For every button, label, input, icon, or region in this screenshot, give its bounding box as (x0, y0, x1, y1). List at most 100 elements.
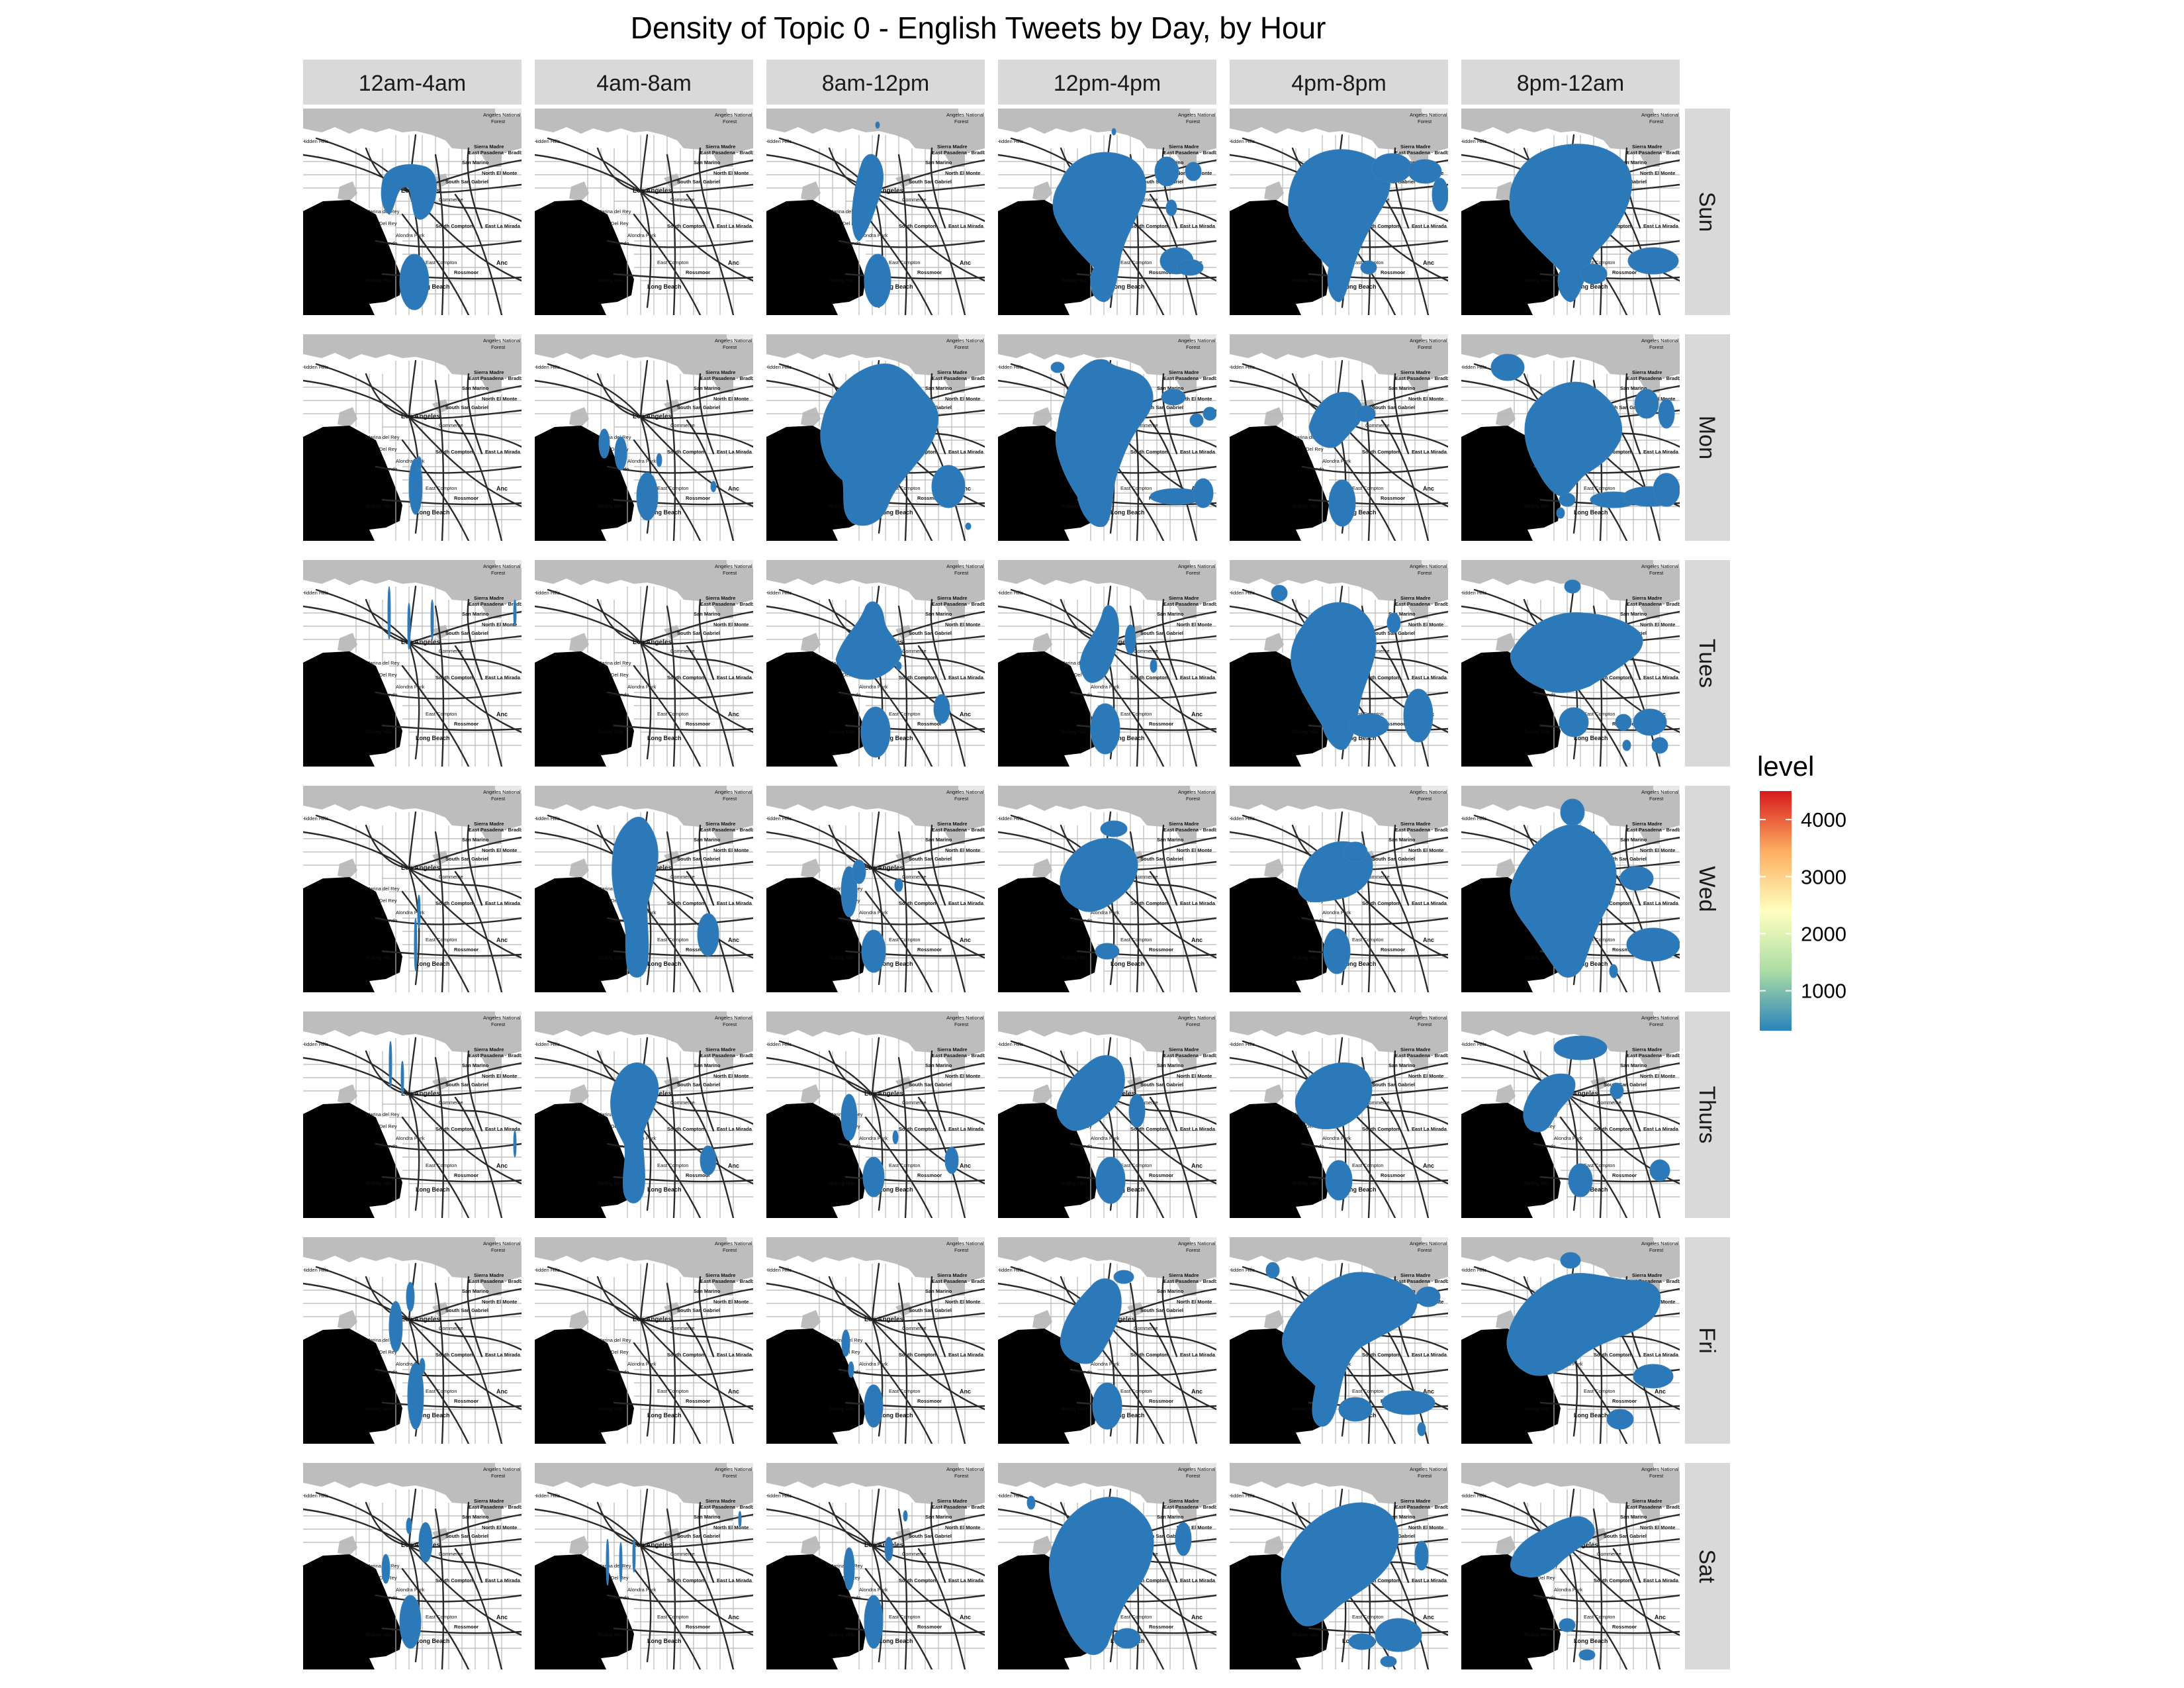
density-region (1100, 820, 1128, 837)
density-region (606, 1538, 610, 1586)
density-region (1150, 659, 1158, 673)
density-region (1338, 1397, 1373, 1422)
density-region (1619, 866, 1654, 891)
density-region (851, 154, 884, 242)
density-region (1651, 737, 1668, 754)
density-region (1056, 1055, 1125, 1131)
base-map (1461, 1463, 1680, 1669)
density-region (1556, 507, 1565, 519)
density-region (1049, 1496, 1154, 1655)
density-region (656, 453, 662, 467)
density-region (848, 1361, 854, 1378)
map-panel-tues-5 (1461, 560, 1680, 767)
map-panel-fri-5 (1461, 1237, 1680, 1444)
density-region (406, 1282, 415, 1312)
density-region (862, 1156, 885, 1197)
density-region (417, 894, 421, 929)
column-label: 12am-4am (359, 71, 467, 96)
density-region (710, 481, 717, 492)
map-panel-thurs-3 (998, 1011, 1216, 1218)
column-label: 8am-12pm (822, 71, 930, 96)
map-panel-tues-4 (1230, 560, 1448, 767)
density-region (1408, 159, 1442, 184)
density-region (1308, 391, 1363, 448)
density-region (636, 472, 659, 521)
density-region (1203, 406, 1216, 421)
density-region (614, 436, 627, 471)
density-region (1371, 153, 1412, 183)
density-region (1375, 1618, 1422, 1652)
density-region (1634, 389, 1659, 419)
density-region (1633, 1364, 1674, 1389)
density-region (875, 121, 880, 129)
density-region (407, 1362, 424, 1430)
density-region (1060, 837, 1138, 912)
map-panel-wed-3 (998, 786, 1216, 992)
figure-title: Density of Topic 0 - English Tweets by D… (631, 11, 1326, 45)
density-region (1128, 1094, 1146, 1128)
density-region (1175, 1522, 1192, 1556)
map-panel-sun-0 (303, 109, 522, 315)
density-region (1610, 1082, 1624, 1100)
legend: level 1000 2000 3000 4000 (1757, 751, 1846, 1031)
column-strip: 8pm-12am (1461, 60, 1680, 105)
density-region (700, 1145, 717, 1176)
density-region (1380, 1656, 1397, 1667)
density-region (513, 599, 517, 627)
density-region (1609, 964, 1618, 978)
density-region (820, 363, 938, 526)
density-region (1265, 1262, 1280, 1279)
density-region (895, 661, 902, 671)
density-region (1060, 1278, 1122, 1364)
density-region (414, 917, 418, 972)
map-panel-mon-5 (1461, 334, 1680, 541)
density-region (1090, 703, 1120, 755)
density-region (1649, 1159, 1670, 1182)
map-panel-thurs-0 (303, 1011, 522, 1218)
density-region (1510, 1516, 1595, 1578)
map-panel-wed-1 (535, 786, 753, 992)
density-region (610, 1062, 659, 1203)
density-region (1295, 1062, 1373, 1129)
density-region (1355, 405, 1376, 422)
density-region (1124, 624, 1136, 655)
density-region (892, 1130, 899, 1145)
map-panel-mon-3 (998, 334, 1216, 541)
density-region (852, 859, 866, 884)
density-region (1414, 1540, 1429, 1571)
map-panel-sun-5 (1461, 109, 1680, 315)
row-strip: Mon (1685, 334, 1730, 541)
density-region (408, 458, 423, 515)
density-region (1627, 247, 1679, 275)
density-region (1348, 1633, 1376, 1650)
map-panel-fri-4 (1230, 1237, 1448, 1444)
density-region (1524, 381, 1623, 497)
base-map (303, 1011, 522, 1218)
density-region (1325, 1160, 1353, 1201)
row-strip: Wed (1685, 786, 1730, 992)
density-region (1095, 943, 1120, 960)
density-region (418, 1522, 433, 1563)
map-panel-sat-2 (766, 1463, 985, 1669)
density-region (381, 1554, 390, 1584)
map-panel-sun-4 (1230, 109, 1448, 315)
column-strip: 12am-4am (303, 60, 522, 105)
density-region (1282, 1272, 1418, 1427)
density-region (1079, 605, 1120, 683)
map-panel-wed-4 (1230, 786, 1448, 992)
density-region (841, 866, 858, 917)
row-strip: Sat (1685, 1463, 1730, 1669)
legend-tick-label: 4000 (1801, 808, 1846, 831)
density-region (1510, 824, 1617, 978)
density-region (1050, 361, 1065, 373)
map-panel-wed-0 (303, 786, 522, 992)
density-region (400, 1060, 404, 1095)
column-label: 12pm-4pm (1054, 71, 1161, 96)
density-region (884, 1536, 893, 1562)
density-region (1026, 1495, 1036, 1510)
map-panel-mon-4 (1230, 334, 1448, 541)
density-region (1185, 162, 1202, 181)
map-panel-sat-0 (303, 1463, 522, 1669)
column-strip: 4pm-8pm (1230, 60, 1448, 105)
map-panel-wed-5 (1461, 786, 1680, 992)
